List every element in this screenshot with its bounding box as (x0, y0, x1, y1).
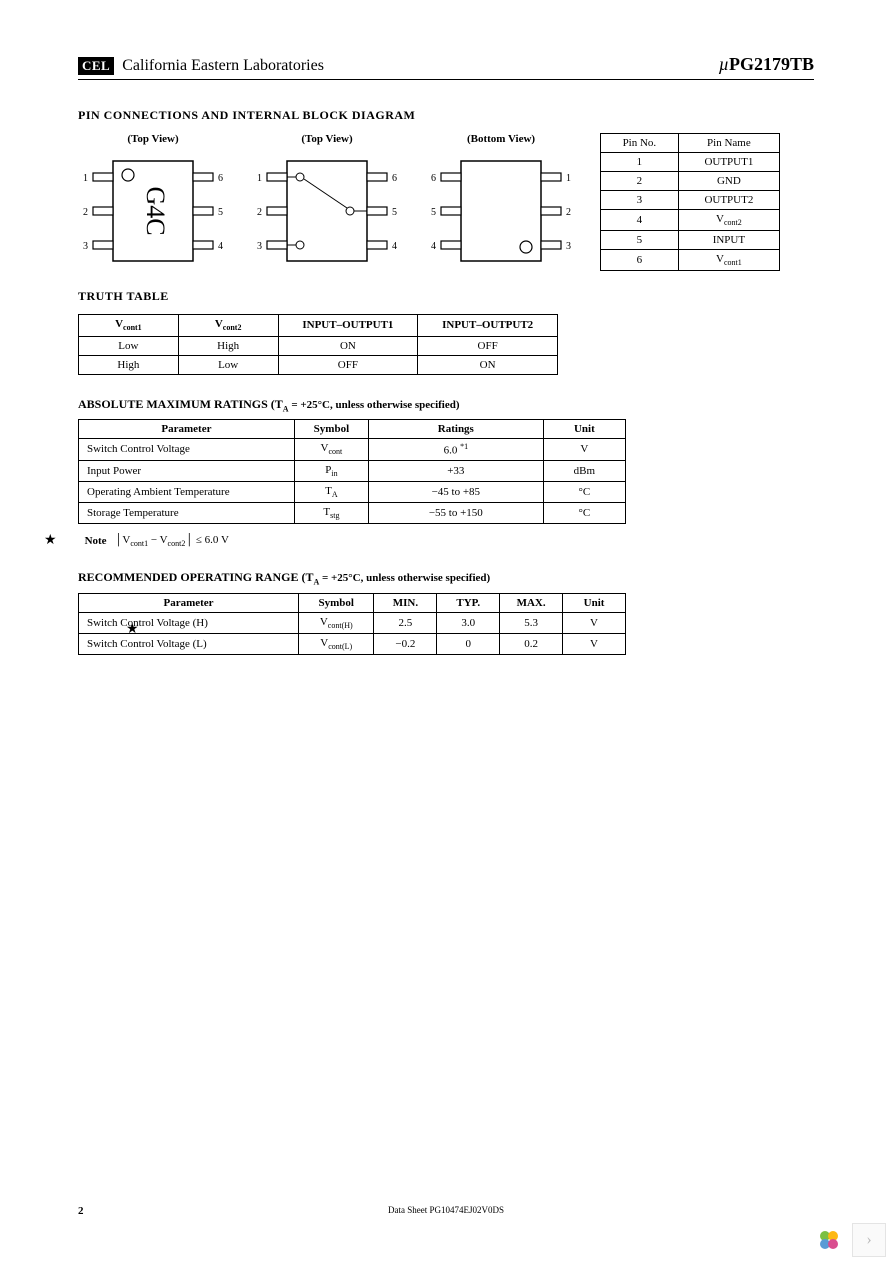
svg-text:2: 2 (83, 207, 88, 218)
table-row: 5INPUT (601, 231, 780, 250)
svg-text:5: 5 (218, 207, 223, 218)
part-number: µPG2179TB (719, 54, 814, 75)
truth-table-title: TRUTH TABLE (78, 289, 814, 304)
note-label: Note (85, 535, 107, 547)
company-name: California Eastern Laboratories (122, 57, 324, 74)
svg-text:3: 3 (83, 241, 88, 252)
table-row: Switch Control Voltage (L)Vcont(L)−0.200… (79, 633, 626, 654)
svg-text:6: 6 (392, 173, 397, 184)
clover-icon[interactable] (812, 1223, 846, 1257)
view-label-top1: (Top View) (127, 133, 178, 145)
table-row: Parameter Symbol Ratings Unit (79, 419, 626, 438)
table-row: HighLowOFFON (79, 355, 558, 374)
star-icon: ★ (126, 621, 139, 638)
star-icon: ★ (44, 534, 57, 548)
svg-text:1: 1 (83, 173, 88, 184)
cel-logo: CEL (78, 57, 114, 75)
table-row: Switch Control Voltage (H)Vcont(H)2.53.0… (79, 612, 626, 633)
package-svg-1: G4C 1 2 3 6 5 4 (78, 151, 228, 271)
svg-text:3: 3 (257, 241, 262, 252)
table-row: 1OUTPUT1 (601, 153, 780, 172)
table-row: Storage TemperatureTstg−55 to +150°C (79, 502, 626, 523)
table-row: Input PowerPin+33dBm (79, 460, 626, 481)
package-svg-2: 1 2 3 6 5 4 (252, 151, 402, 271)
truth-table: Vcont1 Vcont2 INPUT–OUTPUT1 INPUT–OUTPUT… (78, 314, 558, 374)
page-number: 2 (78, 1205, 84, 1217)
part-code: PG2179TB (729, 54, 814, 74)
next-page-button[interactable]: › (852, 1223, 886, 1257)
table-row: Parameter Symbol MIN. TYP. MAX. Unit (79, 593, 626, 612)
chevron-right-icon: › (866, 1231, 871, 1249)
amr-table: Parameter Symbol Ratings Unit Switch Con… (78, 419, 626, 524)
table-row: Pin No.Pin Name (601, 134, 780, 153)
table-row: 2GND (601, 172, 780, 191)
pin-table-h1: Pin Name (678, 134, 779, 153)
table-row: 4Vcont2 (601, 210, 780, 231)
svg-text:1: 1 (566, 173, 571, 184)
amr-note: ★ Note │Vcont1 − Vcont2│ ≤ 6.0 V (78, 534, 814, 548)
ror-table: Parameter Symbol MIN. TYP. MAX. Unit Swi… (78, 593, 626, 655)
view-label-top2: (Top View) (301, 133, 352, 145)
note-text: │Vcont1 − Vcont2│ ≤ 6.0 V (115, 534, 229, 548)
ror-title: RECOMMENDED OPERATING RANGE (TA = +25°C,… (78, 570, 814, 586)
bottom-nav: › (812, 1223, 886, 1257)
svg-text:6: 6 (218, 173, 223, 184)
table-row: Vcont1 Vcont2 INPUT–OUTPUT1 INPUT–OUTPUT… (79, 315, 558, 336)
table-row: 6Vcont1 (601, 250, 780, 271)
view-label-bottom: (Bottom View) (467, 133, 535, 145)
svg-text:1: 1 (257, 173, 262, 184)
package-svg-3: 6 5 4 1 2 3 (426, 151, 576, 271)
svg-text:2: 2 (566, 207, 571, 218)
page-header: CEL California Eastern Laboratories µPG2… (78, 54, 814, 80)
package-marking: G4C (141, 186, 170, 235)
page-footer: 2 Data Sheet PG10474EJ02V0DS (78, 1205, 814, 1217)
mu-glyph: µ (719, 54, 729, 74)
pin-table: Pin No.Pin Name 1OUTPUT1 2GND 3OUTPUT2 4… (600, 133, 780, 271)
svg-text:3: 3 (566, 241, 571, 252)
svg-text:4: 4 (218, 241, 223, 252)
pin-table-h0: Pin No. (601, 134, 679, 153)
svg-text:6: 6 (431, 173, 436, 184)
amr-title: ABSOLUTE MAXIMUM RATINGS (TA = +25°C, un… (78, 397, 814, 413)
diagram-row: (Top View) G4C 1 2 3 6 5 4 (78, 133, 814, 271)
table-row: Switch Control VoltageVcont6.0 *1V (79, 438, 626, 460)
table-row: 3OUTPUT2 (601, 191, 780, 210)
svg-text:5: 5 (392, 207, 397, 218)
svg-text:2: 2 (257, 207, 262, 218)
svg-text:4: 4 (392, 241, 397, 252)
svg-text:4: 4 (431, 241, 436, 252)
package-bottom-view: (Bottom View) 6 5 4 1 2 3 (426, 133, 576, 271)
package-top-view-2: (Top View) 1 2 3 6 5 4 (252, 133, 402, 271)
doc-id: Data Sheet PG10474EJ02V0DS (388, 1205, 504, 1215)
svg-text:5: 5 (431, 207, 436, 218)
pin-diagram-title: PIN CONNECTIONS AND INTERNAL BLOCK DIAGR… (78, 108, 814, 123)
package-top-view-1: (Top View) G4C 1 2 3 6 5 4 (78, 133, 228, 271)
table-row: Operating Ambient TemperatureTA−45 to +8… (79, 481, 626, 502)
header-left: CEL California Eastern Laboratories (78, 57, 324, 75)
table-row: LowHighONOFF (79, 336, 558, 355)
